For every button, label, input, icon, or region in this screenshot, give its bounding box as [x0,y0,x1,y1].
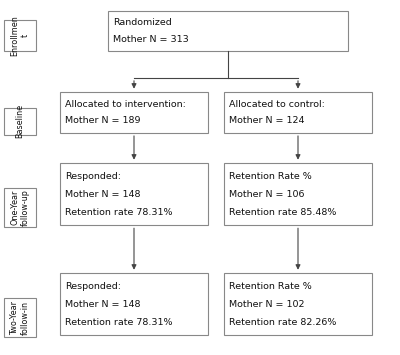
Bar [4,298,36,337]
Text: Mother N = 148: Mother N = 148 [65,190,140,199]
Text: Allocated to control:: Allocated to control: [229,100,325,109]
Text: Responded:: Responded: [65,282,121,291]
Text: Retention rate 82.26%: Retention rate 82.26% [229,318,336,327]
Text: Two-Year
follow-in: Two-Year follow-in [10,301,30,335]
Text: Mother N = 189: Mother N = 189 [65,116,140,125]
Text: Retention Rate %: Retention Rate % [229,282,312,291]
Text: Allocated to intervention:: Allocated to intervention: [65,100,186,109]
Text: Mother N = 313: Mother N = 313 [113,35,188,44]
Bar [108,11,348,51]
Text: Mother N = 106: Mother N = 106 [229,190,304,199]
Text: One-Year
follow-up: One-Year follow-up [10,189,30,226]
Text: Baseline: Baseline [16,104,24,138]
Bar [4,20,36,51]
Text: Mother N = 148: Mother N = 148 [65,300,140,309]
Bar [60,92,208,133]
Bar [224,273,372,335]
Text: Retention rate 78.31%: Retention rate 78.31% [65,318,172,327]
Bar [60,163,208,225]
Bar [224,92,372,133]
Text: Retention rate 78.31%: Retention rate 78.31% [65,208,172,217]
Bar [4,108,36,135]
Text: Retention rate 85.48%: Retention rate 85.48% [229,208,336,217]
Text: Mother N = 124: Mother N = 124 [229,116,304,125]
Text: Retention Rate %: Retention Rate % [229,172,312,181]
Text: Mother N = 102: Mother N = 102 [229,300,304,309]
Bar [60,273,208,335]
Bar [4,188,36,227]
Text: Enrollmen
t: Enrollmen t [10,15,30,56]
Text: Randomized: Randomized [113,18,172,27]
Bar [224,163,372,225]
Text: Responded:: Responded: [65,172,121,181]
